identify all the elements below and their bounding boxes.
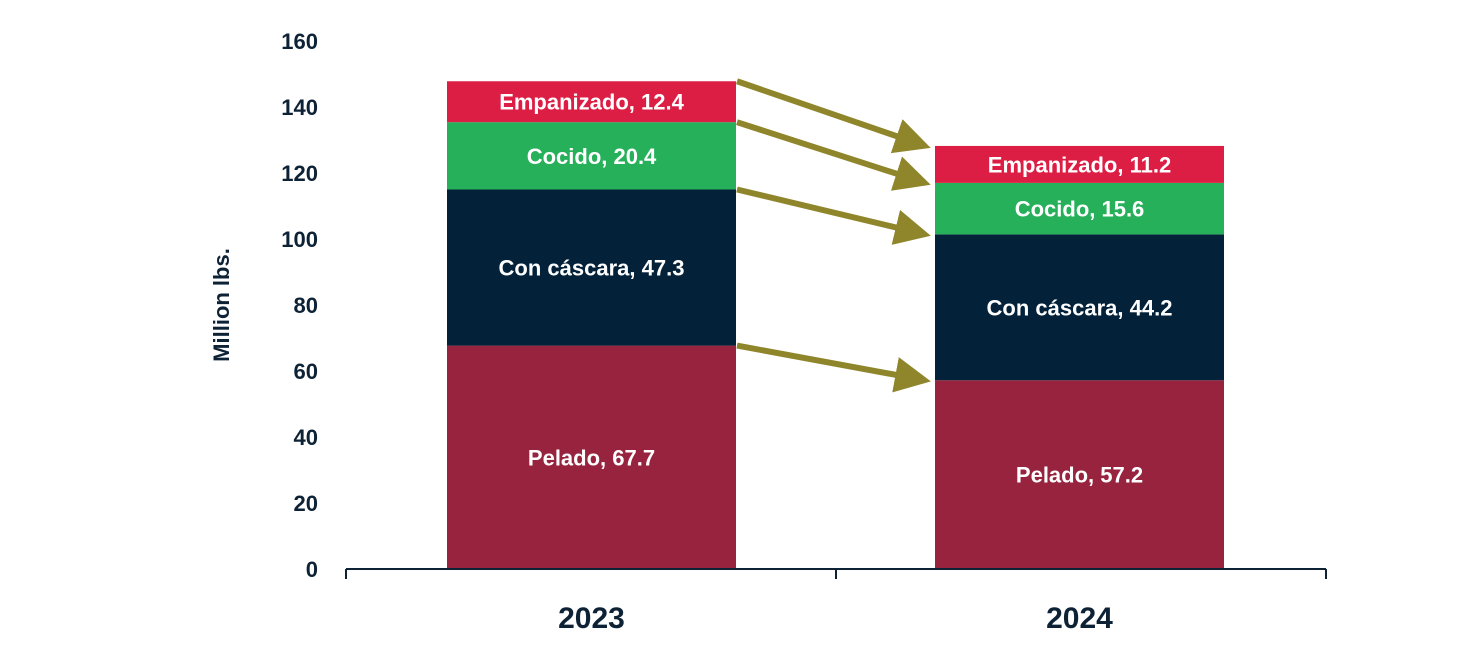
bar-segment-con-cascara-2023: [447, 189, 736, 346]
change-arrow: [736, 186, 931, 245]
data-label: Pelado, 67.7: [528, 445, 655, 470]
y-tick-label: 140: [281, 95, 318, 120]
y-tick-label: 20: [294, 491, 318, 516]
y-tick-label: 100: [281, 227, 318, 252]
x-category-label: 2023: [558, 602, 625, 635]
data-label: Empanizado, 11.2: [988, 152, 1171, 177]
change-arrow: [736, 342, 931, 393]
data-label: Cocido, 20.4: [527, 144, 657, 169]
bar-segment-cocido-2024: [935, 182, 1224, 235]
bar-segment-cocido-2023: [447, 122, 736, 190]
data-label: Pelado, 57.2: [1016, 463, 1143, 488]
x-axis: [345, 568, 1327, 579]
x-axis-category-labels: 2023 2024: [558, 602, 1113, 635]
data-label: Cocido, 15.6: [1015, 197, 1145, 222]
y-tick-label: 60: [294, 359, 318, 384]
change-arrow: [736, 119, 931, 191]
bar-segment-empanizado-2023: [447, 81, 736, 123]
y-tick-label: 160: [281, 29, 318, 54]
y-tick-label: 40: [294, 425, 318, 450]
change-arrows: [736, 78, 931, 393]
bar-segment-empanizado-2024: [935, 145, 1224, 183]
data-label: Empanizado, 12.4: [499, 90, 684, 115]
y-tick-label: 120: [281, 161, 318, 186]
data-label: Con cáscara, 47.3: [499, 256, 685, 281]
bar-segment-pelado-2023: [447, 345, 736, 569]
y-axis-ticks: 0 20 40 60 80 100 120 140 160: [281, 29, 318, 582]
y-tick-label: 80: [294, 293, 318, 318]
x-category-label: 2024: [1046, 602, 1113, 635]
change-arrow: [736, 78, 931, 154]
y-axis-label: Million lbs.: [209, 248, 234, 362]
bars: Pelado, 67.7 Con cáscara, 47.3 Cocido, 20.…: [447, 81, 1224, 569]
bar-segment-pelado-2024: [935, 380, 1224, 569]
data-label: Con cáscara, 44.2: [987, 295, 1173, 320]
y-tick-label: 0: [306, 557, 318, 582]
bar-segment-con-cascara-2024: [935, 234, 1224, 381]
